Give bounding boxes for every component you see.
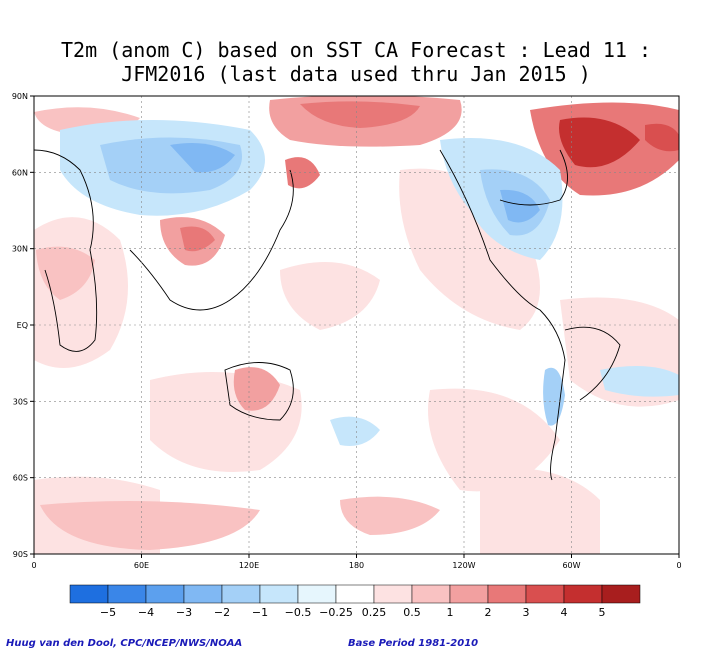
colorbar: −5 −4 −3 −2 −1 −0.5 −0.25 0.25 0.5 1 2 3 4 5 (69, 584, 641, 619)
latitude-labels: 90N 60N 30N EQ 30S 60S 90S (12, 92, 34, 559)
colorbar-swatch (335, 584, 375, 604)
colorbar-swatch (563, 584, 603, 604)
lat-label: 30S (13, 397, 28, 406)
lat-label: 60S (13, 474, 28, 483)
colorbar-label: 1 (447, 606, 454, 619)
colorbar-swatch (411, 584, 451, 604)
lat-label: 30N (12, 245, 28, 254)
colorbar-swatch (373, 584, 413, 604)
colorbar-label: −0.25 (319, 606, 353, 619)
lat-label: 90N (12, 92, 28, 101)
map-field (34, 96, 679, 554)
colorbar-swatch (449, 584, 489, 604)
lon-label: 0 (31, 561, 36, 570)
colorbar-swatch (221, 584, 261, 604)
lat-label: 90S (13, 550, 28, 559)
colorbar-label: 5 (599, 606, 606, 619)
lon-label: 120E (239, 561, 259, 570)
colorbar-swatch (183, 584, 223, 604)
lon-label: 60E (134, 561, 149, 570)
colorbar-label: −0.5 (285, 606, 312, 619)
lat-label: 60N (12, 168, 28, 177)
colorbar-swatch (145, 584, 185, 604)
colorbar-label: 3 (523, 606, 530, 619)
colorbar-swatch (259, 584, 299, 604)
colorbar-swatch (297, 584, 337, 604)
title-line-1: T2m (anom C) based on SST CA Forecast : … (60, 38, 651, 62)
colorbar-swatch (601, 584, 641, 604)
colorbar-swatch (69, 584, 109, 604)
lon-label: 180 (349, 561, 364, 570)
colorbar-swatch (487, 584, 527, 604)
title-line-2: JFM2016 (last data used thru Jan 2015 ) (121, 62, 591, 86)
base-period: Base Period 1981-2010 (348, 638, 479, 649)
colorbar-swatch (525, 584, 565, 604)
lon-label: 120W (452, 561, 475, 570)
colorbar-label: 0.5 (403, 606, 421, 619)
colorbar-label: −4 (138, 606, 154, 619)
colorbar-label: 4 (561, 606, 568, 619)
lon-label: 0 (676, 561, 681, 570)
colorbar-label: 2 (485, 606, 492, 619)
colorbar-label: −3 (176, 606, 192, 619)
colorbar-label: −5 (100, 606, 116, 619)
longitude-labels: 0 60E 120E 180 120W 60W 0 (31, 554, 682, 570)
colorbar-swatch (107, 584, 147, 604)
colorbar-label: −2 (214, 606, 230, 619)
colorbar-label: 0.25 (362, 606, 387, 619)
graticule (34, 96, 679, 554)
colorbar-label: −1 (252, 606, 268, 619)
lat-label: EQ (17, 321, 28, 330)
author-credit: Huug van den Dool, CPC/NCEP/NWS/NOAA (6, 638, 243, 649)
lon-label: 60W (562, 561, 580, 570)
